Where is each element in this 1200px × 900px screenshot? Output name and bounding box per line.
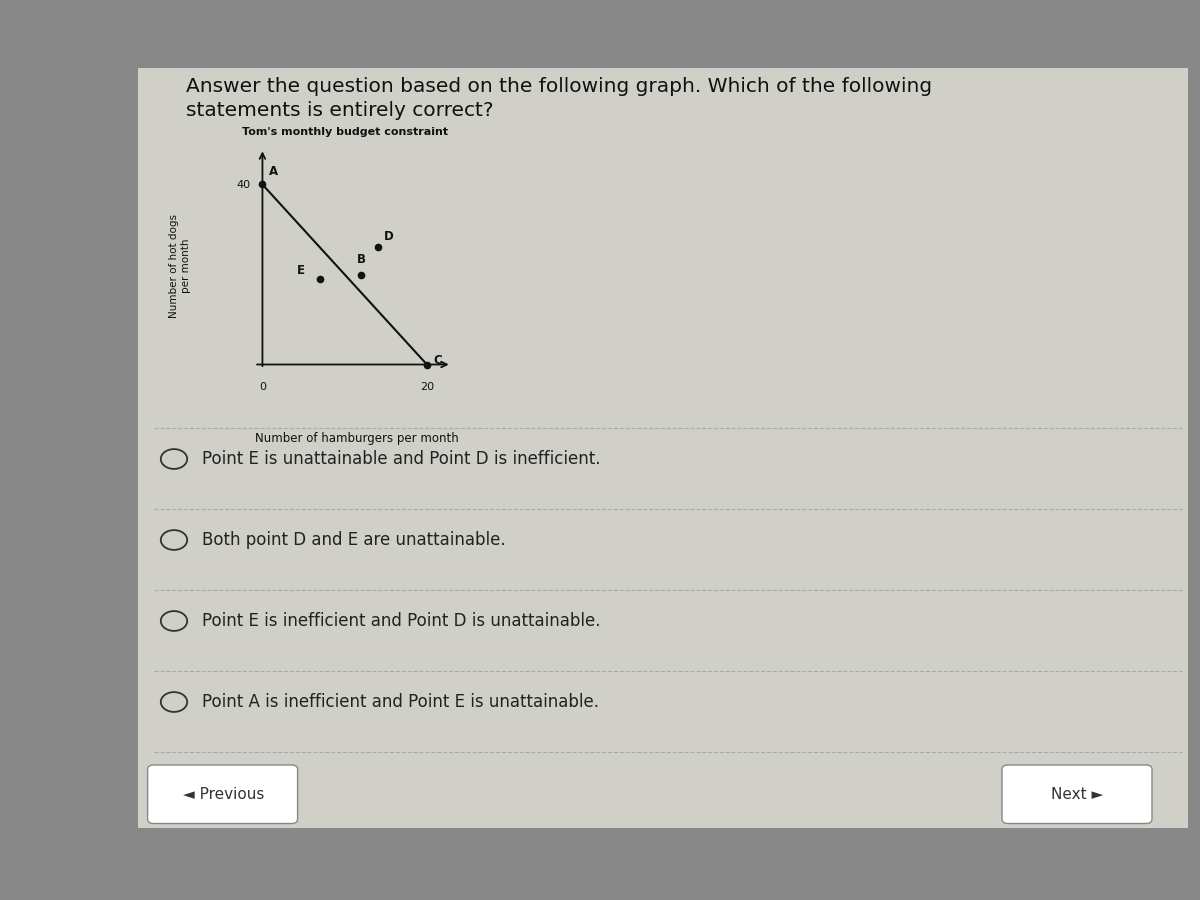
Text: Both point D and E are unattainable.: Both point D and E are unattainable.	[202, 531, 505, 549]
Text: C: C	[433, 354, 443, 367]
Text: A: A	[269, 165, 278, 178]
Text: Number of hamburgers per month: Number of hamburgers per month	[256, 432, 458, 445]
Text: 20: 20	[420, 382, 434, 392]
Text: 40: 40	[236, 179, 250, 190]
Text: E: E	[296, 264, 305, 277]
Text: Answer the question based on the following graph. Which of the following: Answer the question based on the followi…	[186, 76, 932, 95]
Text: Point E is inefficient and Point D is unattainable.: Point E is inefficient and Point D is un…	[202, 612, 600, 630]
Text: Next ►: Next ►	[1051, 787, 1103, 802]
Text: 0: 0	[259, 382, 266, 392]
Text: B: B	[358, 254, 366, 266]
Text: statements is entirely correct?: statements is entirely correct?	[186, 101, 493, 120]
Text: ◄ Previous: ◄ Previous	[182, 787, 264, 802]
Text: Point A is inefficient and Point E is unattainable.: Point A is inefficient and Point E is un…	[202, 693, 599, 711]
Text: D: D	[384, 230, 394, 243]
Text: Tom's monthly budget constraint: Tom's monthly budget constraint	[241, 127, 448, 137]
Text: Point E is unattainable and Point D is inefficient.: Point E is unattainable and Point D is i…	[202, 450, 600, 468]
Text: Number of hot dogs
per month: Number of hot dogs per month	[169, 213, 191, 318]
